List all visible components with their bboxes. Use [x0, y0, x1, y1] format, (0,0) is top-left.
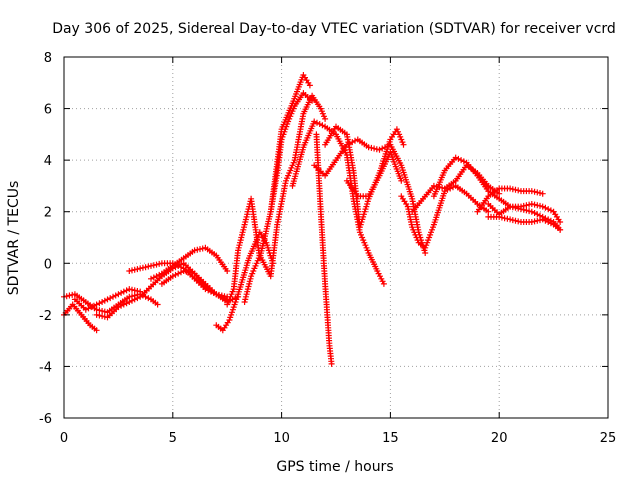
- data-point: [115, 291, 122, 298]
- data-point: [539, 216, 546, 223]
- series-sample-markers: [476, 185, 543, 213]
- y-tick-label: 4: [44, 154, 52, 169]
- y-tick-label: -6: [39, 412, 52, 427]
- data-point: [539, 190, 546, 197]
- series-17: [398, 182, 492, 251]
- series-sample-markers: [74, 286, 141, 312]
- y-tick-label: 8: [44, 51, 52, 66]
- series-trace: [215, 231, 274, 332]
- series-11: [267, 90, 316, 215]
- series-13: [289, 118, 387, 287]
- x-tick-label: 15: [382, 431, 399, 446]
- y-tick-label: 2: [44, 206, 52, 221]
- chart-title: Day 306 of 2025, Sidereal Day-to-day VTE…: [52, 21, 616, 37]
- y-tick-label: -2: [39, 309, 52, 324]
- x-tick-label: 5: [169, 431, 177, 446]
- y-tick-label: 0: [44, 257, 52, 272]
- data-point: [104, 296, 111, 303]
- series-sample-markers: [345, 151, 404, 200]
- y-tick-label: -4: [39, 360, 52, 375]
- axis-ticks: 0 5 10 15 20 25 -6 -4 -2 0 2 4 6 8: [39, 51, 616, 446]
- series-sample-markers: [242, 94, 327, 303]
- series-sample-markers: [399, 184, 490, 250]
- x-tick-label: 0: [60, 431, 68, 446]
- x-axis-label: GPS time / hours: [276, 459, 393, 475]
- grid-lines: [64, 57, 608, 418]
- series-sample-markers: [488, 213, 561, 231]
- data-series-group: [61, 72, 564, 367]
- series-20: [474, 185, 546, 215]
- data-point: [539, 203, 546, 210]
- series-sample-markers: [150, 245, 229, 281]
- plot-frame: [63, 56, 609, 419]
- series-3: [71, 286, 144, 313]
- series-sample-markers: [313, 133, 335, 365]
- series-sample-markers: [268, 92, 313, 213]
- x-tick-label: 10: [273, 431, 290, 446]
- series-15: [322, 123, 407, 231]
- series-6: [148, 244, 231, 282]
- data-point: [180, 268, 187, 274]
- series-sample-markers: [323, 125, 406, 228]
- series-sample-markers: [487, 201, 562, 223]
- y-tick-label: 6: [44, 103, 52, 118]
- y-axis-label: SDTVAR / TECUs: [6, 181, 22, 296]
- series-12: [313, 131, 335, 367]
- data-point: [93, 301, 100, 308]
- data-point: [126, 299, 133, 305]
- series-2: [61, 301, 100, 334]
- series-sample-markers: [290, 119, 386, 285]
- series-sample-markers: [215, 231, 276, 332]
- series-8: [213, 229, 276, 334]
- series-22: [485, 213, 564, 233]
- series-10: [241, 92, 329, 305]
- x-tick-label: 25: [600, 431, 617, 446]
- series-21: [485, 201, 564, 225]
- data-point: [148, 275, 154, 282]
- series-sample-markers: [62, 303, 98, 332]
- series-16: [343, 149, 405, 200]
- series-7: [158, 268, 242, 305]
- x-tick-label: 20: [491, 431, 508, 446]
